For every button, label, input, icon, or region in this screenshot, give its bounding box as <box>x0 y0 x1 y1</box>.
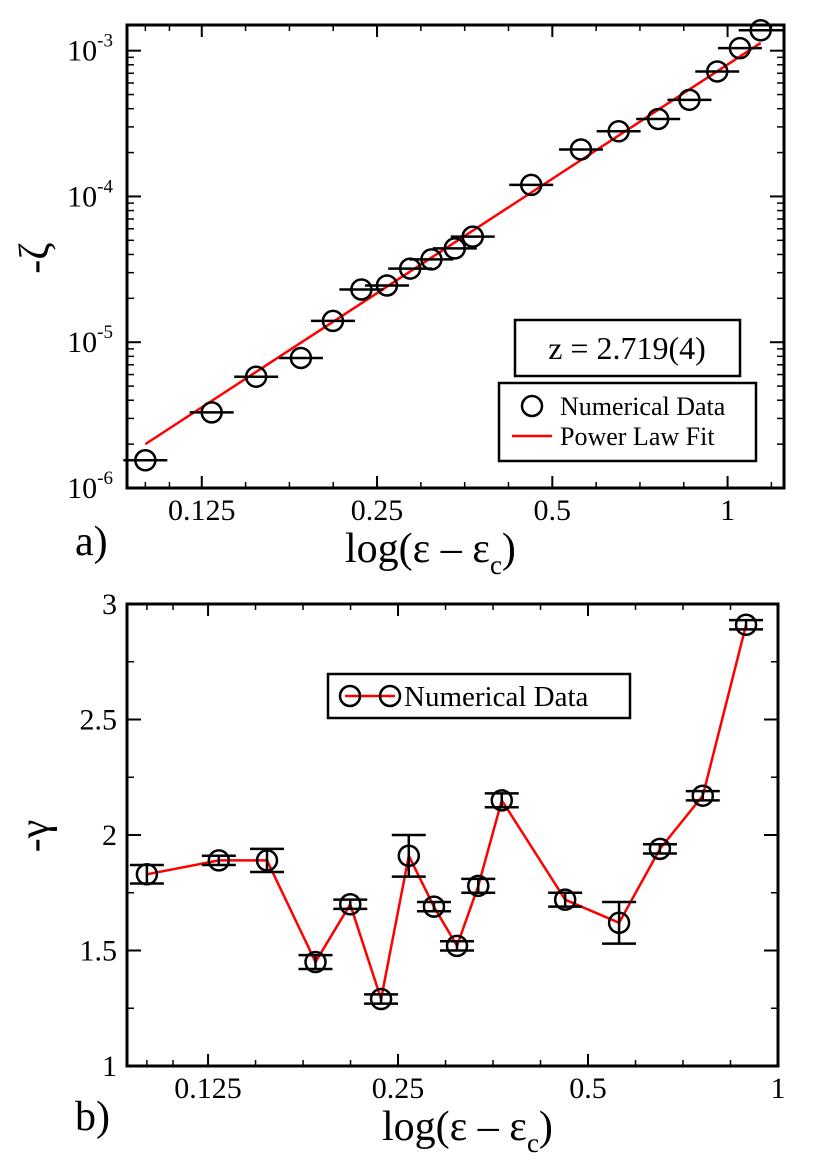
fit-result-box <box>513 318 742 378</box>
data-point-a <box>375 274 399 297</box>
data-point-a <box>678 88 701 112</box>
x-axis-label-b-close: ) <box>539 1104 553 1150</box>
x-tick-label-b: 0.25 <box>372 1072 425 1105</box>
data-point-b <box>445 934 469 958</box>
panel-label-a: a) <box>75 519 108 565</box>
x-tick-label-b: 0.125 <box>174 1072 242 1105</box>
data-points-a <box>123 19 783 472</box>
x-tick-label-a: 0.25 <box>351 494 404 527</box>
data-point-b <box>490 789 514 812</box>
data-point-a <box>461 225 484 248</box>
y-tick-label-a: 10-5 <box>67 322 113 359</box>
y-tick-label-b: 1 <box>102 1050 117 1083</box>
y-tick-label-a-base: 10 <box>67 326 97 359</box>
panel-b: 0.125 0.25 0.5 1 1 1.5 2 2.5 3 Numerical Data -γ… <box>12 588 786 1158</box>
data-point-a <box>646 107 670 131</box>
legend-a-label-fit: Power Law Fit <box>560 422 715 451</box>
y-tick-label-b: 1.5 <box>80 935 118 968</box>
data-point-b <box>422 895 446 918</box>
y-tick-label-a: 10-3 <box>67 31 113 68</box>
x-axis-label-b-main: log(ε – ε <box>382 1104 527 1150</box>
x-axis-label-a: log(ε – εc) <box>345 526 516 580</box>
y-axis-label-b: -γ <box>12 820 58 853</box>
panel-label-b: b) <box>75 1094 110 1140</box>
panel-a: 0.125 0.25 0.5 110-610-510-410-3 z = 2.719(… <box>12 19 786 580</box>
y-axis-label-a: -ζ <box>12 242 58 273</box>
data-point-b <box>691 784 715 807</box>
ticks-a: 0.125 0.25 0.5 110-610-510-410-3 <box>67 25 784 527</box>
data-point-b <box>304 950 327 974</box>
y-tick-label-a-exp: -6 <box>97 468 113 489</box>
legend-b-circle-marker-1 <box>338 684 362 708</box>
ticks-b: 0.125 0.25 0.5 1 1 1.5 2 2.5 3 <box>80 588 786 1105</box>
data-point-a <box>569 138 593 161</box>
data-point-b <box>553 888 577 911</box>
y-tick-label-a-base: 10 <box>67 35 97 68</box>
x-tick-label-a: 1 <box>720 494 735 527</box>
data-point-a <box>200 401 223 424</box>
x-axis-label-a-sub: c <box>490 550 502 580</box>
data-point-a <box>749 19 772 42</box>
series-line-b <box>146 624 748 1004</box>
data-point-b <box>338 893 362 916</box>
data-point-b <box>607 911 631 935</box>
fit-result-text: z = 2.719(4) <box>548 330 706 366</box>
data-point-a <box>134 449 157 472</box>
data-points-b <box>129 613 764 1011</box>
legend-a <box>497 381 758 463</box>
x-tick-label-b: 1 <box>771 1072 786 1105</box>
data-point-b <box>255 849 279 872</box>
x-tick-label-b: 0.5 <box>569 1072 607 1105</box>
data-point-b <box>734 613 758 637</box>
data-point-b <box>135 863 159 886</box>
y-tick-label-a: 10-4 <box>67 176 113 213</box>
data-point-b <box>207 849 231 872</box>
legend-b-label: Numerical Data <box>404 681 589 713</box>
data-point-a <box>321 309 345 333</box>
data-point-a <box>706 60 729 83</box>
data-point-a <box>244 365 268 388</box>
x-axis-label-a-main: log(ε – ε <box>345 526 490 572</box>
data-point-b <box>369 987 393 1011</box>
data-point-a <box>443 237 467 260</box>
x-axis-label-b-sub: c <box>527 1128 539 1158</box>
data-point-a <box>607 120 630 143</box>
data-point-b <box>467 874 490 898</box>
y-tick-label-a-exp: -3 <box>97 31 113 52</box>
y-tick-label-a-exp: -5 <box>97 322 113 343</box>
y-tick-label-b: 3 <box>102 588 117 621</box>
data-point-a <box>519 173 543 197</box>
y-tick-label-b: 2.5 <box>80 704 118 737</box>
plot-frame-a <box>125 23 786 490</box>
series-polyline-b <box>146 624 748 1004</box>
x-axis-label-b: log(ε – εc) <box>382 1104 553 1158</box>
y-tick-label-a-base: 10 <box>67 472 97 505</box>
data-point-a <box>728 36 752 60</box>
data-point-a <box>350 278 373 301</box>
x-tick-label-a: 0.5 <box>534 494 572 527</box>
data-point-a <box>289 346 313 370</box>
data-point-b <box>397 844 421 868</box>
data-point-b <box>648 837 672 861</box>
x-axis-label-a-close: ) <box>502 526 516 572</box>
y-tick-label-b: 2 <box>102 819 117 852</box>
legend-a-circle-marker <box>520 394 544 418</box>
y-tick-label-a-exp: -4 <box>97 176 113 197</box>
legend-a-label-numerical: Numerical Data <box>560 392 726 421</box>
x-tick-label-a: 0.125 <box>168 494 236 527</box>
y-tick-label-a: 10-6 <box>67 468 113 505</box>
legend-b-circle-marker-2 <box>378 684 402 708</box>
data-point-a <box>420 248 443 271</box>
y-tick-label-a-base: 10 <box>67 180 97 213</box>
